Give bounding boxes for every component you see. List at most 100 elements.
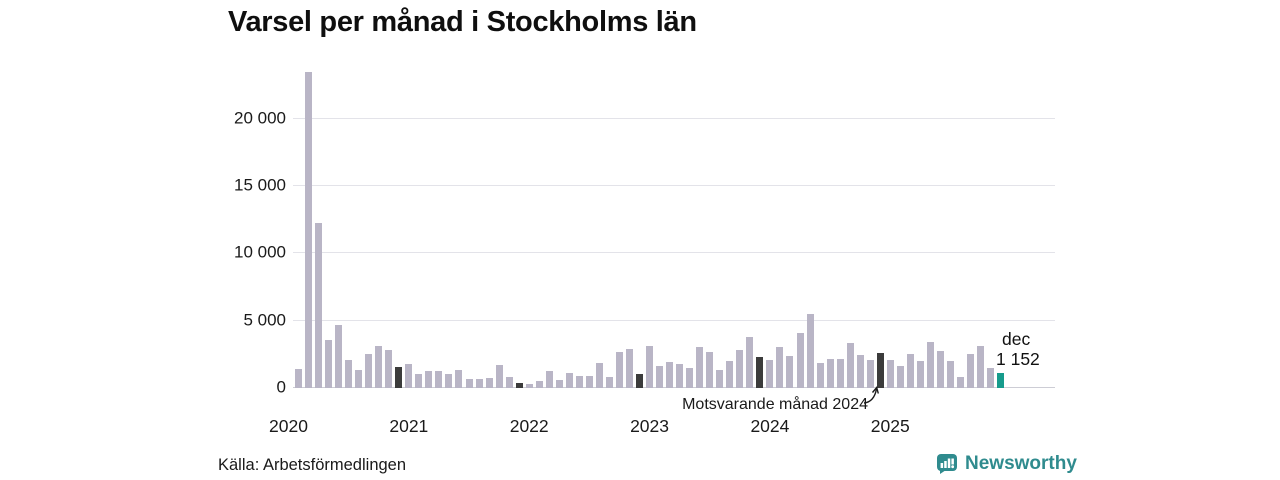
bar-2025-02 [896, 365, 904, 388]
bar-2021-11 [505, 377, 513, 388]
bar-2021-05 [445, 373, 453, 388]
y-tick-label: 5 000 [243, 310, 286, 330]
y-axis-labels: 0 5 000 10 000 15 000 20 000 [0, 65, 286, 396]
bar-2023-05 [686, 367, 694, 388]
bar-2020-02 [295, 368, 302, 388]
bar-2024-07 [826, 359, 834, 388]
bar-2023-10 [736, 350, 744, 388]
bar-2020-05 [325, 339, 333, 388]
bar-2023-08 [716, 369, 724, 388]
gridline [293, 185, 1055, 187]
bar-2025-12 [997, 372, 1005, 388]
x-tick-label-2024: 2024 [750, 416, 790, 436]
bar-2021-07 [465, 379, 473, 388]
bar-2024-08 [836, 359, 844, 388]
x-tick-label-2020: 2020 [269, 416, 308, 436]
bar-2022-12 [636, 373, 644, 388]
x-tick-label-2023: 2023 [630, 416, 670, 436]
annotation-arrow-icon [863, 386, 879, 404]
x-axis-labels: 2020 2021 2022 2023 2024 2025 [269, 416, 1055, 440]
brand-name: Newsworthy [965, 453, 1077, 474]
bar-2022-10 [615, 351, 623, 388]
bar-2022-05 [565, 373, 573, 388]
y-tick-label: 0 [276, 377, 286, 397]
bar-2022-06 [575, 375, 583, 388]
bar-2020-12 [395, 367, 403, 388]
gridline [293, 252, 1055, 254]
bar-2025-05 [926, 342, 934, 388]
bar-2025-03 [906, 354, 914, 388]
bar-2021-01 [405, 363, 413, 388]
bar-2021-09 [485, 377, 493, 388]
bar-2025-09 [967, 354, 974, 388]
bar-2025-11 [987, 367, 995, 388]
x-axis-line [293, 387, 1055, 388]
bar-2025-01 [886, 359, 894, 388]
y-tick-label: 20 000 [234, 108, 286, 128]
bar-2022-01 [525, 383, 533, 388]
bar-2024-11 [866, 359, 874, 388]
bar-2021-03 [425, 371, 433, 388]
bar-2021-10 [495, 365, 503, 388]
y-tick-label: 15 000 [234, 175, 286, 195]
plot-area [293, 65, 1055, 388]
annotation-motsvarande-manad: Motsvarande månad 2024 [682, 396, 868, 413]
bar-2020-10 [375, 346, 383, 388]
bar-2023-06 [696, 346, 704, 388]
chart-title: Varsel per månad i Stockholms län [228, 6, 697, 38]
bar-2021-06 [455, 369, 463, 388]
gridline [293, 319, 1055, 321]
bar-2022-09 [605, 377, 613, 388]
bar-2025-04 [916, 361, 924, 388]
bar-2023-02 [656, 365, 664, 388]
bar-2025-10 [977, 346, 985, 388]
bar-2020-11 [385, 350, 393, 388]
bar-2023-01 [646, 346, 654, 388]
bar-2025-08 [956, 377, 964, 388]
bar-2020-09 [365, 354, 373, 388]
x-tick-label-2021: 2021 [389, 416, 429, 436]
bar-2024-05 [806, 313, 814, 388]
bar-2025-06 [936, 351, 944, 388]
bar-2020-07 [345, 359, 353, 388]
bar-2021-12 [515, 382, 523, 388]
bar-2024-09 [846, 342, 854, 388]
bar-2024-02 [776, 346, 784, 388]
bar-2024-10 [856, 355, 864, 388]
bar-2023-12 [756, 357, 764, 388]
bar-2023-03 [666, 361, 674, 388]
bar-2022-04 [555, 379, 563, 388]
bar-2023-11 [746, 336, 754, 388]
newsworthy-logo-icon [937, 454, 957, 474]
bar-2023-09 [726, 361, 734, 388]
current-month-value: 1 152 [996, 349, 1040, 369]
bar-2020-04 [315, 223, 323, 388]
bar-2021-02 [415, 373, 423, 388]
y-tick-label: 10 000 [234, 243, 286, 263]
bar-2024-06 [816, 363, 824, 388]
bar-2022-03 [545, 371, 553, 388]
x-tick-label-2022: 2022 [509, 416, 549, 436]
bar-2024-03 [786, 355, 794, 388]
bar-2023-04 [676, 363, 684, 388]
bar-2021-08 [475, 379, 483, 388]
gridline [293, 117, 1055, 119]
bar-2022-11 [625, 348, 633, 388]
bar-2023-07 [706, 351, 714, 388]
bar-2022-02 [535, 381, 543, 388]
bar-2022-07 [585, 375, 593, 388]
bar-2020-03 [305, 71, 313, 388]
bar-2020-06 [335, 324, 343, 388]
current-month-name: dec [1002, 329, 1031, 349]
bar-2025-07 [946, 361, 954, 388]
current-month-label: dec 1 152 [996, 329, 1040, 369]
bar-2024-01 [766, 359, 774, 388]
bar-2020-08 [355, 369, 363, 388]
brand-logo: Newsworthy [936, 453, 1077, 475]
bar-2022-08 [595, 363, 603, 388]
bar-2024-12 [876, 353, 884, 388]
bar-2021-04 [435, 371, 443, 388]
source-text: Källa: Arbetsförmedlingen [218, 456, 407, 474]
x-tick-label-2025: 2025 [870, 416, 910, 436]
